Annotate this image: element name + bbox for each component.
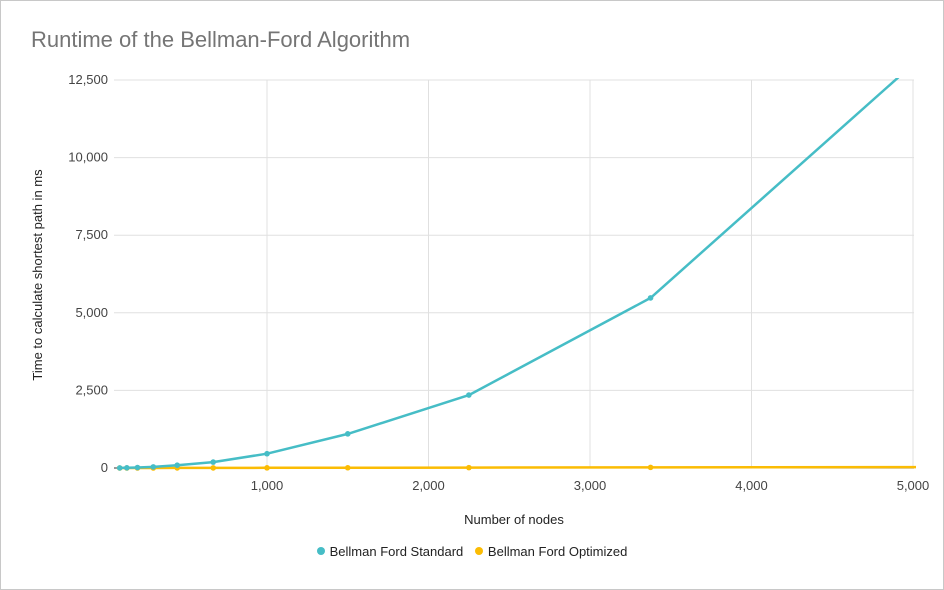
y-tick-label: 12,500 — [68, 72, 108, 87]
legend-label-optimized: Bellman Ford Optimized — [487, 543, 628, 559]
data-point[interactable] — [344, 431, 351, 437]
data-point[interactable] — [264, 465, 270, 471]
y-tick-label: 2,500 — [75, 382, 108, 397]
data-point[interactable] — [124, 465, 130, 471]
data-point[interactable] — [920, 464, 926, 470]
data-point[interactable] — [466, 464, 472, 471]
gridlines — [114, 79, 914, 469]
x-axis-ticks: 1,000 2,000 3,000 4,000 5,000 — [251, 478, 930, 493]
data-point[interactable] — [150, 464, 157, 470]
y-tick-label: 7,500 — [75, 227, 108, 242]
series-line — [119, 78, 900, 470]
x-tick-label: 2,000 — [412, 478, 445, 493]
series-standard-marker-icon — [316, 547, 325, 555]
data-point[interactable] — [210, 465, 217, 471]
x-tick-label: 1,000 — [251, 478, 284, 493]
data-point[interactable] — [116, 465, 123, 471]
legend: Bellman Ford Standard Bellman Ford Optim… — [0, 543, 944, 559]
data-point[interactable] — [134, 464, 141, 471]
x-tick-label: 3,000 — [574, 478, 607, 493]
data-point[interactable] — [466, 392, 472, 398]
data-point[interactable] — [174, 462, 181, 469]
data-point[interactable] — [920, 52, 926, 58]
y-tick-label: 5,000 — [75, 305, 108, 320]
x-axis-label: Number of nodes — [464, 512, 564, 527]
series-optimized-marker-icon — [474, 547, 483, 555]
data-point[interactable] — [344, 464, 351, 471]
legend-label-standard: Bellman Ford Standard — [329, 543, 464, 559]
data-series — [116, 52, 926, 471]
y-axis-ticks: 0 2,500 5,000 7,500 10,000 12,500 — [68, 72, 108, 475]
legend-item-standard[interactable]: Bellman Ford Standard — [316, 543, 464, 559]
y-tick-label: 10,000 — [68, 150, 108, 165]
series-line — [119, 465, 916, 470]
data-point[interactable] — [210, 459, 217, 465]
y-tick-label: 0 — [101, 460, 108, 475]
y-axis-label: Time to calculate shortest path in ms — [30, 169, 45, 381]
data-point[interactable] — [647, 295, 654, 301]
x-tick-label: 5,000 — [897, 478, 930, 493]
data-point[interactable] — [264, 450, 270, 457]
chart-title: Runtime of the Bellman-Ford Algorithm — [31, 27, 411, 52]
x-tick-label: 4,000 — [735, 478, 768, 493]
legend-item-optimized[interactable]: Bellman Ford Optimized — [474, 543, 628, 559]
data-point[interactable] — [647, 464, 654, 471]
